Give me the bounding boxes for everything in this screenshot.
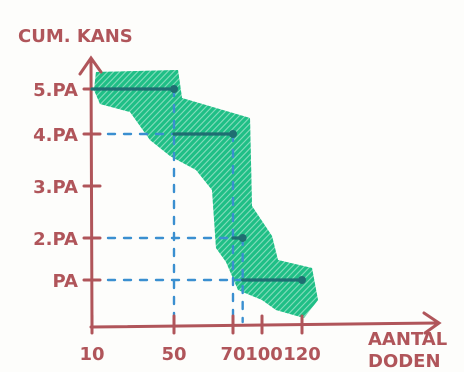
hatch-stroke [0,60,32,330]
hatch-stroke [94,70,172,318]
hatch-stroke [94,70,202,318]
hatch-stroke [292,70,318,318]
hatch-stroke [94,70,154,318]
hatch-stroke [256,70,318,318]
hatch-stroke [414,60,464,330]
hatch-stroke [94,70,226,318]
x-tick-label: 100 [245,344,283,365]
hatch-stroke [196,70,318,318]
x-tick-label: 70 [220,344,245,365]
hatch-stroke [378,60,464,330]
hatch-stroke [304,70,318,318]
hatch-stroke [342,60,464,330]
axes [78,55,442,335]
hatch-stroke [0,60,26,330]
hatch-stroke [238,70,318,318]
hatch-stroke [94,70,178,318]
hatch-stroke [384,60,464,330]
hatch-stroke [94,70,166,318]
y-tick-label: 4.PA [33,125,78,146]
hatch-stroke [0,60,20,330]
x-axis-arrow [422,311,442,335]
hatch-stroke [372,60,464,330]
axis-ticks [82,87,304,335]
hatch-stroke [268,70,318,318]
hatch-stroke [330,60,464,330]
hatch-stroke [94,70,196,318]
step-series [90,85,306,284]
hatch-stroke [402,60,464,330]
hatch-stroke [348,60,464,330]
hatch-stroke [324,60,464,330]
hatch-stroke [226,70,318,318]
hatch-stroke [250,70,318,318]
step-point [238,234,247,242]
hatch-stroke [244,70,318,318]
hatch-stroke [408,60,464,330]
guide-lines [90,87,244,324]
hatch-stroke [360,60,464,330]
y-tick-label: 2.PA [33,229,78,250]
y-axis [89,58,94,330]
step-point [229,130,237,138]
x-tick-label: 120 [283,344,321,365]
y-axis-arrow [78,55,103,76]
hatch-stroke [298,70,318,318]
hatch-stroke [94,70,208,318]
x-axis-title-line2: DODEN [368,351,441,372]
x-tick-label: 50 [161,344,186,365]
hatch-stroke [316,70,318,318]
y-tick-label: 5.PA [33,80,78,101]
hatch-stroke [214,70,318,318]
hatch-stroke [202,70,318,318]
hatch-stroke [366,60,464,330]
y-tick-label: PA [53,271,79,292]
hatch-stroke [94,70,160,318]
y-tick-label: 3.PA [33,177,78,198]
x-axis-title-line1: AANTAL [368,329,447,350]
hatch-stroke [336,60,464,330]
hatch-stroke [220,70,318,318]
hatch-stroke [426,60,464,330]
y-axis-title: CUM. KANS [18,26,133,47]
hatch-stroke [420,60,464,330]
tick-labels: 10 50 70 100 120 PA 2.PA 3.PA 4.PA 5.PA [33,80,321,365]
hatch-stroke [232,70,318,318]
hatch-stroke [438,60,464,330]
hatch-stroke [396,60,464,330]
hatch-stroke [390,60,464,330]
step-point [298,276,306,284]
x-axis [89,321,440,329]
hatch-stroke [354,60,464,330]
hatch-stroke [94,70,214,318]
hatch-stroke [208,70,318,318]
x-tick-label: 10 [79,344,104,365]
hatch-stroke [310,70,318,318]
hatch-stroke [262,70,318,318]
hatch-stroke [94,70,190,318]
hatch-stroke [432,60,464,330]
step-point [170,85,178,93]
hatch-stroke [94,70,184,318]
